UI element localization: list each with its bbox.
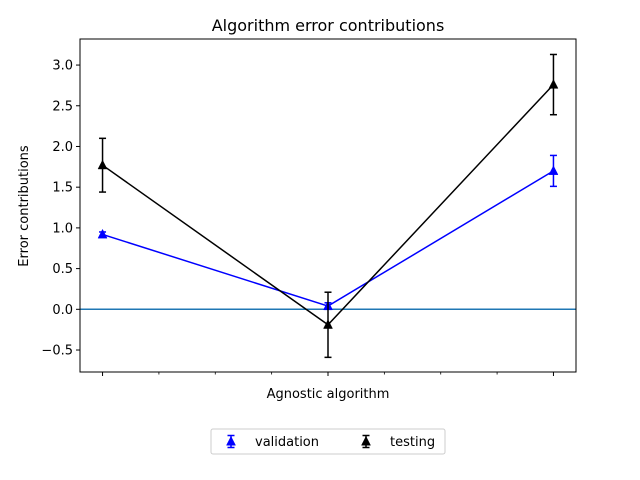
x-axis-label: Agnostic algorithm — [267, 387, 390, 402]
y-tick-label: 2.5 — [52, 99, 73, 114]
y-tick-label: 1.5 — [52, 181, 73, 196]
chart-title: Algorithm error contributions — [212, 16, 445, 35]
y-axis-label: Error contributions — [17, 145, 32, 267]
marker-validation — [548, 165, 559, 175]
legend: validation testing — [210, 428, 446, 455]
x-axis — [102, 372, 554, 376]
y-axis: −0.5 0.0 0.5 1.0 1.5 2.0 2.5 3.0 — [41, 59, 80, 359]
legend-label-testing: testing — [390, 435, 435, 450]
plot-frame — [79, 38, 577, 373]
y-tick-label: 1.0 — [52, 221, 73, 236]
legend-marker-testing — [361, 435, 371, 446]
marker-validation — [97, 228, 108, 239]
series-layer — [97, 53, 559, 359]
marker-testing — [97, 159, 108, 170]
y-tick-label: 2.0 — [52, 140, 73, 155]
legend-label-validation: validation — [255, 435, 319, 450]
marker-testing — [548, 79, 559, 89]
legend-marker-validation — [226, 435, 236, 446]
legend-frame — [210, 428, 446, 455]
y-tick-label: 3.0 — [52, 59, 73, 74]
series-testing — [97, 53, 559, 359]
y-tick-label: −0.5 — [41, 344, 73, 359]
y-tick-label: 0.5 — [52, 262, 73, 277]
y-tick-label: 0.0 — [52, 303, 73, 318]
marker-testing — [323, 319, 333, 329]
